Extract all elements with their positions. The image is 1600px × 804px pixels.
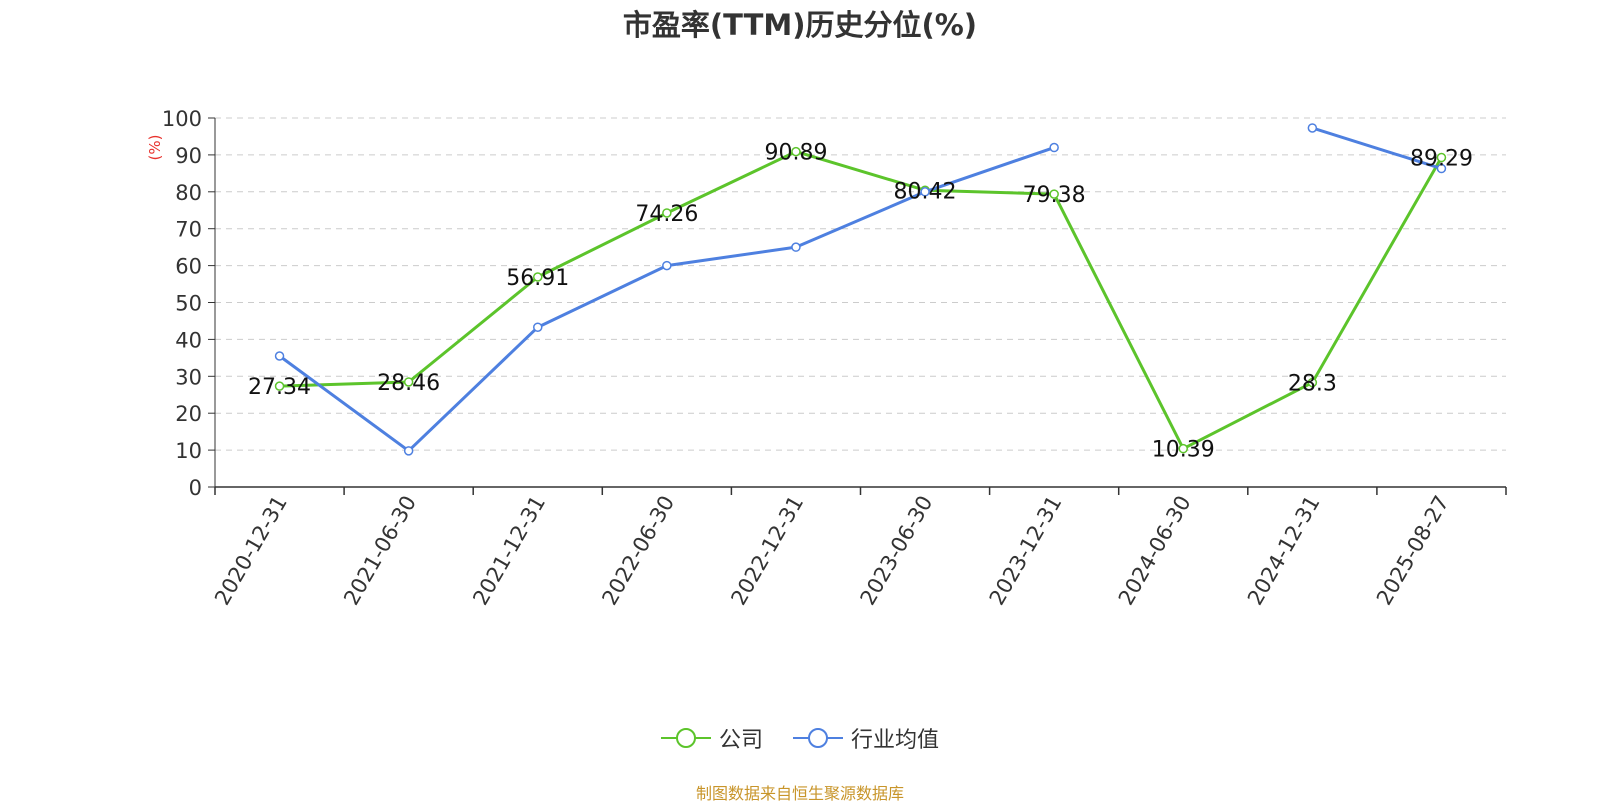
x-tick-label: 2020-12-31 — [210, 492, 292, 610]
data-label-company: 74.26 — [635, 202, 698, 227]
series-layer — [274, 123, 1447, 456]
legend-industry-marker-icon — [793, 728, 843, 748]
data-point-company — [274, 381, 285, 391]
data-label-company: 27.34 — [248, 375, 311, 400]
data-point-company — [1178, 443, 1188, 454]
data-point-company — [403, 377, 414, 387]
y-tick-label: 80 — [175, 181, 202, 205]
data-label-company: 28.46 — [377, 371, 440, 396]
x-tick-label: 2021-12-31 — [468, 492, 550, 610]
data-point-industry-average — [791, 242, 801, 252]
data-point-industry-average — [662, 260, 672, 271]
data-labels: 27.34 28.46 56.91 74.26 90.89 80.42 79.38 10.39… — [248, 141, 1473, 463]
grid-lines — [215, 117, 1506, 451]
y-tick-label: 30 — [175, 365, 202, 389]
x-tick-label: 2024-12-31 — [1243, 492, 1325, 610]
data-label-company: 79.38 — [1023, 183, 1086, 208]
legend-company-label: 公司 — [718, 728, 763, 753]
y-tick-label: 60 — [175, 255, 202, 279]
data-point-company — [1307, 377, 1318, 388]
data-label-company: 28.3 — [1288, 372, 1337, 397]
x-tick-label: 2022-12-31 — [726, 492, 808, 610]
x-tick-label: 2025-08-27 — [1372, 492, 1454, 610]
data-point-company — [1436, 152, 1447, 163]
y-tick-label: 0 — [189, 476, 202, 500]
data-point-industry-average — [403, 446, 414, 456]
y-tick-label: 40 — [175, 328, 202, 352]
data-label-company: 90.89 — [764, 141, 827, 166]
legend-item-industry-average[interactable]: 行业均值 — [793, 722, 939, 754]
data-point-company — [1049, 189, 1059, 199]
axes: 0 10 20 30 40 50 60 70 80 90 100 (%) 2020-12-31 2021-… — [146, 107, 1507, 610]
x-tick-label: 2023-06-30 — [856, 492, 938, 610]
x-tick-label: 2024-06-30 — [1114, 492, 1196, 610]
y-tick-label: 10 — [175, 439, 202, 463]
series-line-industry-average — [1311, 126, 1442, 170]
chart-title: 市盈率(TTM)历史分位(%) — [622, 8, 978, 42]
data-point-industry-average — [1049, 142, 1059, 153]
y-tick-label: 50 — [175, 292, 202, 316]
data-point-company — [791, 146, 801, 157]
x-tick-label: 2023-12-31 — [985, 492, 1067, 610]
legend: 公司 行业均值 — [0, 722, 1600, 754]
y-axis-unit-label: (%) — [146, 135, 164, 161]
legend-item-company[interactable]: 公司 — [660, 722, 763, 754]
data-point-company — [533, 272, 543, 282]
y-tick-label: 70 — [175, 218, 202, 242]
legend-industry-label: 行业均值 — [851, 728, 940, 753]
data-label-company: 89.29 — [1410, 147, 1473, 172]
data-point-industry-average — [920, 187, 930, 197]
data-point-industry-average — [274, 351, 285, 361]
series-line-company — [279, 150, 1443, 451]
data-label-company: 80.42 — [894, 179, 957, 204]
y-tick-label: 100 — [162, 107, 202, 131]
data-label-company: 10.39 — [1152, 438, 1215, 463]
y-tick-label: 20 — [175, 402, 202, 426]
data-label-company: 56.91 — [506, 266, 569, 291]
data-point-industry-average — [1436, 163, 1447, 174]
data-source-note: 制图数据来自恒生聚源数据库 — [695, 784, 904, 803]
data-point-industry-average — [533, 322, 543, 332]
x-tick-label: 2021-06-30 — [339, 492, 421, 610]
y-tick-label: 90 — [175, 144, 202, 168]
data-point-industry-average — [1307, 123, 1318, 133]
legend-company-marker-icon — [660, 728, 711, 748]
data-point-company — [662, 208, 672, 218]
x-tick-label: 2022-06-30 — [597, 492, 679, 610]
